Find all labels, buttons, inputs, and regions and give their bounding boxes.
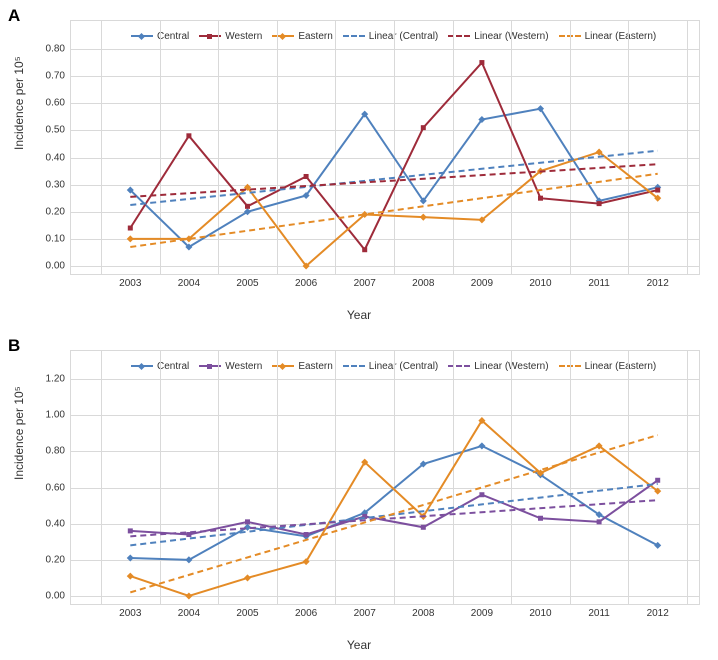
series-marker bbox=[478, 442, 485, 449]
series-marker bbox=[479, 60, 484, 65]
series-marker bbox=[654, 542, 661, 549]
panel-b: B Incidence per 10⁵ CentralWesternEaster… bbox=[0, 330, 718, 660]
series-marker bbox=[127, 235, 134, 242]
chart-svg bbox=[71, 351, 699, 604]
series-marker bbox=[597, 519, 602, 524]
xtick-label: 2004 bbox=[178, 274, 200, 289]
ytick-label: 0.50 bbox=[46, 125, 71, 136]
ytick-label: 0.80 bbox=[46, 44, 71, 55]
series-marker bbox=[538, 516, 543, 521]
ytick-label: 0.40 bbox=[46, 518, 71, 529]
xtick-label: 2011 bbox=[588, 604, 610, 619]
ytick-label: 0.20 bbox=[46, 206, 71, 217]
ytick-label: 0.40 bbox=[46, 152, 71, 163]
plot-area-b: CentralWesternEasternLinear (Central)Lin… bbox=[70, 350, 700, 605]
trend-line bbox=[130, 174, 657, 247]
series-marker bbox=[128, 226, 133, 231]
series-marker bbox=[127, 573, 134, 580]
x-axis-label-a: Year bbox=[0, 308, 718, 322]
ytick-label: 0.60 bbox=[46, 98, 71, 109]
xtick-label: 2010 bbox=[529, 604, 551, 619]
xtick-label: 2005 bbox=[236, 604, 258, 619]
xtick-label: 2007 bbox=[354, 274, 376, 289]
series-marker bbox=[304, 174, 309, 179]
series-marker bbox=[245, 519, 250, 524]
xtick-label: 2006 bbox=[295, 274, 317, 289]
xtick-label: 2003 bbox=[119, 604, 141, 619]
ytick-label: 0.80 bbox=[46, 446, 71, 457]
series-marker bbox=[538, 196, 543, 201]
ytick-label: 1.20 bbox=[46, 374, 71, 385]
ytick-label: 0.00 bbox=[46, 261, 71, 272]
series-marker bbox=[420, 214, 427, 221]
series-marker bbox=[597, 201, 602, 206]
panel-a-label: A bbox=[8, 6, 20, 26]
chart-svg bbox=[71, 21, 699, 274]
ytick-label: 0.30 bbox=[46, 179, 71, 190]
xtick-label: 2006 bbox=[295, 604, 317, 619]
series-marker bbox=[245, 204, 250, 209]
xtick-label: 2007 bbox=[354, 604, 376, 619]
panel-b-label: B bbox=[8, 336, 20, 356]
trend-line bbox=[130, 435, 657, 592]
xtick-label: 2009 bbox=[471, 274, 493, 289]
xtick-label: 2005 bbox=[236, 274, 258, 289]
series-marker bbox=[421, 125, 426, 130]
xtick-label: 2008 bbox=[412, 604, 434, 619]
xtick-label: 2004 bbox=[178, 604, 200, 619]
xtick-label: 2012 bbox=[647, 274, 669, 289]
xtick-label: 2008 bbox=[412, 274, 434, 289]
series-marker bbox=[186, 133, 191, 138]
ytick-label: 0.00 bbox=[46, 591, 71, 602]
ytick-label: 0.10 bbox=[46, 233, 71, 244]
xtick-label: 2010 bbox=[529, 274, 551, 289]
xtick-label: 2012 bbox=[647, 604, 669, 619]
ytick-label: 0.60 bbox=[46, 482, 71, 493]
series-line-central bbox=[130, 446, 657, 560]
series-marker bbox=[185, 592, 192, 599]
y-axis-label-b: Incidence per 10⁵ bbox=[12, 386, 26, 480]
ytick-label: 0.70 bbox=[46, 71, 71, 82]
y-axis-label-a: Incidence per 10⁵ bbox=[12, 56, 26, 150]
series-marker bbox=[362, 247, 367, 252]
xtick-label: 2009 bbox=[471, 604, 493, 619]
figure-container: A Incidence per 10⁵ CentralWesternEaster… bbox=[0, 0, 718, 660]
series-marker bbox=[128, 528, 133, 533]
series-marker bbox=[479, 492, 484, 497]
x-axis-label-b: Year bbox=[0, 638, 718, 652]
series-marker bbox=[655, 188, 660, 193]
series-marker bbox=[655, 478, 660, 483]
series-marker bbox=[304, 532, 309, 537]
xtick-label: 2011 bbox=[588, 274, 610, 289]
plot-area-a: CentralWesternEasternLinear (Central)Lin… bbox=[70, 20, 700, 275]
xtick-label: 2003 bbox=[119, 274, 141, 289]
series-marker bbox=[127, 554, 134, 561]
series-marker bbox=[244, 574, 251, 581]
ytick-label: 1.00 bbox=[46, 410, 71, 421]
ytick-label: 0.20 bbox=[46, 554, 71, 565]
series-marker bbox=[421, 525, 426, 530]
panel-a: A Incidence per 10⁵ CentralWesternEaster… bbox=[0, 0, 718, 330]
